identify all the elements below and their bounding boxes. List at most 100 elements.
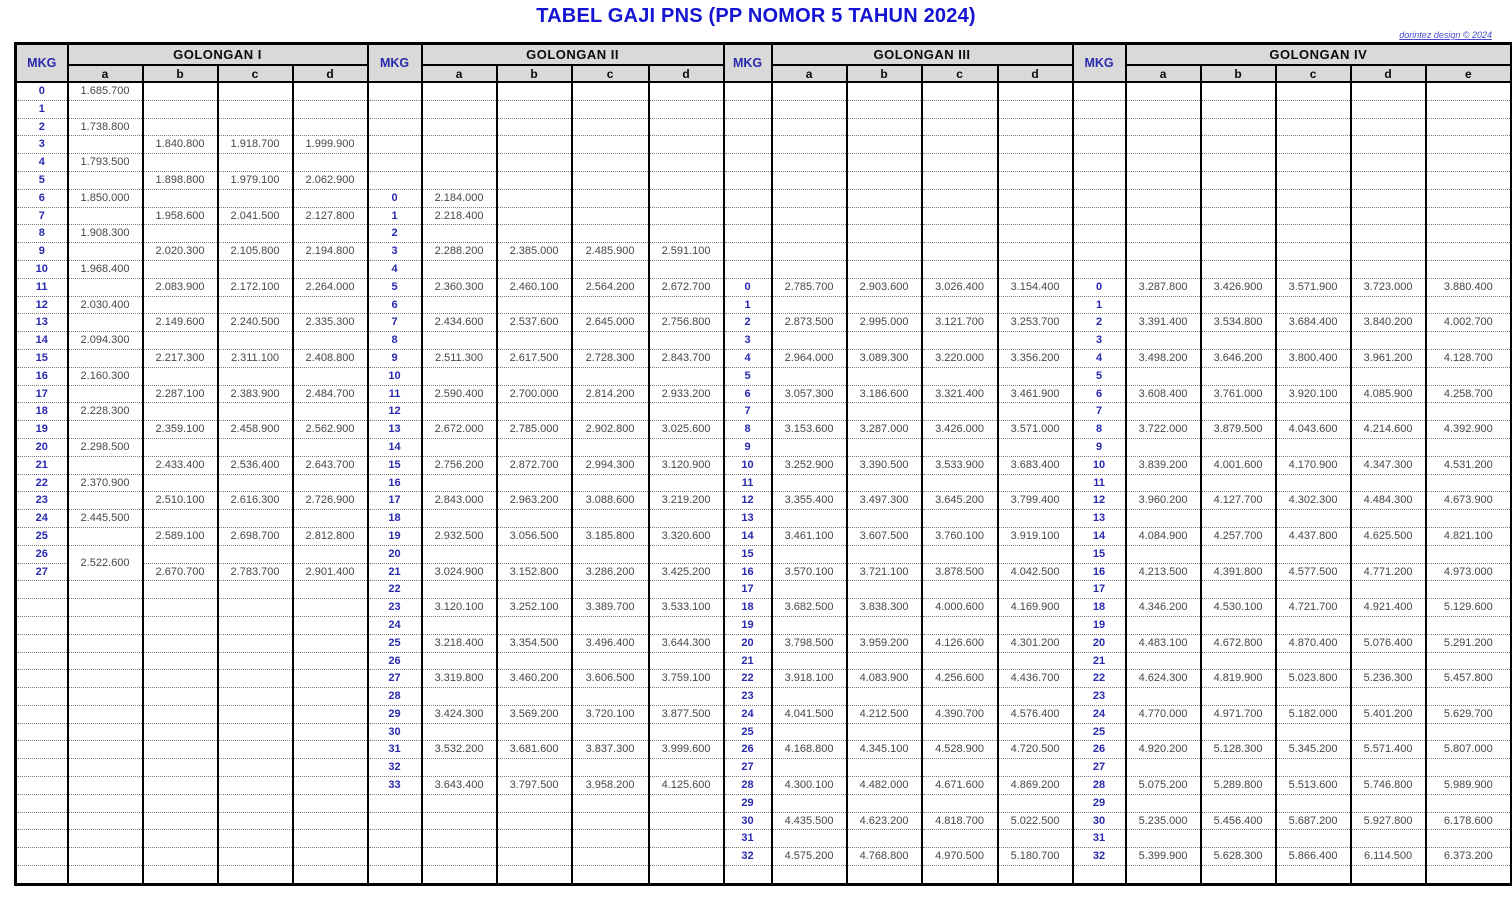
table-row: 3 1.840.800 1.918.700 1.999.900 (14, 135, 1512, 155)
mkg-cell: 31 (722, 829, 773, 849)
salary-cell: 4.530.100 (1199, 598, 1277, 617)
salary-cell (1199, 82, 1277, 101)
salary-cell (495, 367, 573, 386)
salary-cell (1199, 296, 1277, 315)
salary-cell (1274, 135, 1352, 155)
salary-cell: 3.057.300 (770, 385, 848, 404)
salary-cell: 2.785.000 (495, 420, 573, 439)
salary-cell: 2.264.000 (291, 278, 369, 297)
salary-cell (495, 82, 573, 101)
table-row: 20 2.298.500 14 9 9 (14, 438, 1512, 457)
mkg-cell: 16 (366, 474, 423, 493)
mkg-cell: 22 (366, 580, 423, 600)
salary-cell (291, 402, 369, 422)
salary-cell (1124, 580, 1202, 600)
salary-cell (770, 207, 848, 226)
salary-cell (1349, 723, 1427, 742)
table-row: 28 23 23 (14, 687, 1512, 706)
salary-cell (1349, 687, 1427, 706)
mkg-cell (14, 580, 69, 600)
mkg-cell (14, 598, 69, 617)
salary-cell: 2.383.900 (216, 385, 294, 404)
salary-cell (1124, 135, 1202, 155)
salary-cell: 2.726.900 (291, 491, 369, 511)
salary-cell (996, 616, 1074, 635)
salary-cell: 2.370.900 (66, 474, 144, 493)
mkg-cell (366, 82, 423, 101)
salary-cell: 3.959.200 (845, 634, 923, 653)
salary-cell (1199, 616, 1277, 635)
salary-cell (1349, 242, 1427, 261)
salary-cell (570, 580, 650, 600)
salary-cell (920, 794, 999, 813)
salary-cell: 4.168.800 (770, 740, 848, 760)
salary-cell (66, 242, 144, 261)
salary-cell (66, 812, 144, 831)
salary-cell (495, 296, 573, 315)
mkg-cell: 19 (722, 616, 773, 635)
salary-cell: 3.838.300 (845, 598, 923, 617)
salary-cell (770, 82, 848, 101)
salary-cell (920, 438, 999, 457)
salary-cell: 4.346.200 (1124, 598, 1202, 617)
salary-cell (1124, 100, 1202, 119)
salary-cell: 3.798.500 (770, 634, 848, 653)
mkg-cell: 25 (1071, 723, 1127, 742)
mkg-cell: 1 (366, 207, 423, 226)
salary-cell: 1.840.800 (141, 135, 219, 155)
table-row: 7 1.958.600 2.041.500 2.127.800 1 2.218.400 (14, 207, 1512, 226)
salary-cell (647, 296, 725, 315)
salary-cell: 3.321.400 (920, 385, 999, 404)
mkg-cell: 10 (722, 456, 773, 475)
salary-cell: 2.484.700 (291, 385, 369, 404)
salary-cell: 2.127.800 (291, 207, 369, 226)
mkg-cell (722, 153, 773, 172)
mkg-cell: 15 (1071, 545, 1127, 564)
mkg-cell: 21 (14, 456, 69, 475)
salary-cell (570, 545, 650, 564)
table-row: 27 2.670.700 2.783.700 2.901.400 21 3.024.900… (14, 563, 1512, 582)
salary-cell (570, 171, 650, 190)
salary-cell (1424, 652, 1512, 671)
table-row: 0 1.685.700 (14, 82, 1512, 101)
table-row: 23 2.510.100 2.616.300 2.726.900 17 2.843.000… (14, 491, 1512, 511)
salary-cell (495, 171, 573, 190)
mkg-cell: 9 (366, 349, 423, 368)
salary-cell (1124, 296, 1202, 315)
salary-cell (141, 438, 219, 457)
table-row: 33 3.643.400 3.797.500 3.958.200 4.125.600 28… (14, 776, 1512, 795)
salary-cell: 4.125.600 (647, 776, 725, 795)
salary-cell: 2.814.200 (570, 385, 650, 404)
salary-cell (920, 242, 999, 261)
salary-cell (141, 367, 219, 386)
salary-cell (1274, 153, 1352, 172)
salary-cell (1199, 474, 1277, 493)
salary-cell (141, 776, 219, 795)
salary-cell (996, 189, 1074, 208)
salary-cell (1349, 207, 1427, 226)
salary-cell (420, 794, 498, 813)
salary-cell: 2.062.900 (291, 171, 369, 190)
salary-cell: 1.898.800 (141, 171, 219, 190)
salary-cell: 5.180.700 (996, 847, 1074, 867)
salary-cell (1199, 242, 1277, 261)
sub-column-header-cell: a (770, 64, 848, 83)
table-row: 1 (14, 100, 1512, 119)
salary-cell: 2.240.500 (216, 313, 294, 333)
salary-cell (291, 776, 369, 795)
salary-cell (291, 758, 369, 778)
mkg-cell: 1 (722, 296, 773, 315)
salary-cell (647, 829, 725, 849)
salary-cell (920, 758, 999, 778)
salary-cell: 6.373.200 (1424, 847, 1512, 867)
salary-cell (647, 580, 725, 600)
salary-cell (1274, 367, 1352, 386)
salary-cell (1349, 402, 1427, 422)
mkg-cell: 17 (1071, 580, 1127, 600)
salary-cell (770, 331, 848, 350)
salary-cell: 3.533.100 (647, 598, 725, 617)
mkg-cell (1071, 153, 1127, 172)
mkg-cell: 12 (366, 402, 423, 422)
salary-cell (291, 367, 369, 386)
salary-cell: 2.617.500 (495, 349, 573, 368)
